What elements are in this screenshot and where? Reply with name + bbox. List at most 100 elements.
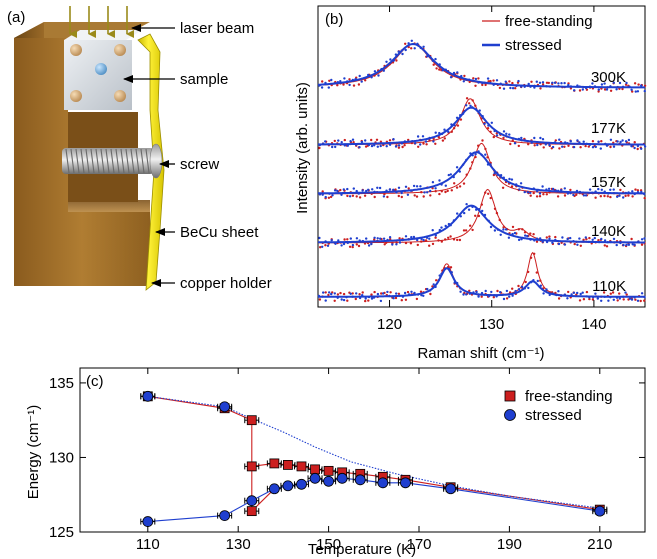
spectrum-point-free-standing: [380, 292, 383, 295]
trend-line-stressed-upper: [147, 395, 600, 509]
spectrum-point-stressed: [361, 189, 364, 192]
spectrum-point-stressed: [545, 188, 548, 191]
spectrum-point-stressed: [627, 138, 631, 142]
spectrum-point-free-standing: [631, 195, 634, 198]
spectrum-point-stressed: [627, 243, 631, 246]
spectrum-point-stressed: [468, 78, 471, 81]
spectrum-point-free-standing: [431, 242, 435, 246]
spectrum-point-free-standing: [416, 243, 419, 247]
spectrum-point-free-standing: [558, 147, 561, 150]
spectrum-point-stressed: [361, 239, 365, 243]
spectrum-point-free-standing: [329, 195, 333, 199]
spectrum-point-stressed: [336, 189, 339, 193]
spectrum-point-free-standing: [625, 293, 628, 296]
spectrum-point-stressed: [340, 193, 343, 196]
spectrum-point-free-standing: [395, 241, 398, 244]
spectrum-point-stressed: [419, 46, 422, 50]
spectrum-point-stressed: [327, 86, 330, 89]
spectrum-point-free-standing: [603, 244, 606, 247]
spectrum-point-free-standing: [567, 144, 570, 147]
spectrum-point-stressed: [533, 136, 536, 140]
spectrum-point-free-standing: [327, 196, 331, 199]
spectrum-point-free-standing: [328, 79, 331, 83]
screw-thread: [70, 148, 75, 174]
spectrum-point-stressed: [640, 238, 644, 241]
spectrum-point-free-standing: [622, 298, 625, 301]
spectrum-point-stressed: [459, 215, 462, 218]
spectrum-point-free-standing: [348, 78, 351, 81]
spectrum-point-stressed: [564, 141, 567, 144]
spectrum-point-stressed: [422, 294, 425, 297]
x-tick-label: 140: [581, 316, 606, 333]
screw-thread: [100, 148, 105, 174]
spectrum-point-free-standing: [471, 99, 474, 102]
screw-thread: [115, 148, 120, 174]
spectrum-point-stressed: [340, 298, 343, 301]
spectrum-point-stressed: [340, 244, 343, 247]
spectrum-point-free-standing: [619, 188, 622, 192]
spectrum-point-free-standing: [535, 195, 539, 198]
spectrum-point-free-standing: [400, 195, 403, 199]
spectrum-point-free-standing: [597, 239, 600, 242]
spectrum-point-stressed: [510, 178, 514, 181]
spectrum-point-free-standing: [409, 242, 413, 245]
spectrum-point-stressed: [572, 145, 576, 149]
spectrum-point-stressed: [331, 145, 334, 149]
spectrum-point-stressed: [453, 281, 456, 284]
spectrum-point-stressed: [600, 83, 604, 86]
spectrum-point-stressed: [529, 85, 532, 88]
spectrum-point-stressed: [520, 136, 523, 140]
data-point-free-standing: [246, 461, 257, 472]
spectrum-point-stressed: [535, 237, 539, 240]
data-point-stressed: [309, 472, 321, 484]
spectrum-point-stressed: [560, 189, 563, 192]
spectrum-point-stressed: [557, 242, 561, 246]
spectrum-point-free-standing: [458, 185, 462, 188]
spectrum-point-free-standing: [333, 299, 336, 302]
spectrum-point-stressed: [591, 146, 595, 149]
spectrum-point-stressed: [351, 295, 354, 298]
spectrum-point-stressed: [407, 140, 410, 143]
spectrum-point-free-standing: [579, 244, 582, 247]
spectrum-point-stressed: [361, 294, 364, 297]
spectrum-point-stressed: [603, 295, 606, 298]
spectrum-point-stressed: [502, 228, 505, 231]
spectrum-point-stressed: [395, 191, 398, 194]
spectrum-point-free-standing: [643, 196, 646, 200]
spectrum-point-stressed: [428, 289, 432, 292]
spectrum-point-stressed: [471, 154, 474, 157]
spectrum-point-free-standing: [484, 191, 487, 194]
spectrum-point-stressed: [434, 131, 437, 134]
spectrum-point-free-standing: [554, 235, 557, 239]
spectrum-point-stressed: [493, 294, 496, 297]
spectrum-point-stressed: [538, 192, 542, 195]
spectrum-point-free-standing: [527, 143, 530, 146]
spectrum-point-stressed: [539, 284, 542, 287]
spectrum-point-stressed: [428, 237, 431, 240]
spectrum-point-stressed: [414, 142, 417, 145]
spectrum-point-stressed: [533, 239, 536, 242]
temperature-label: 300K: [591, 69, 626, 86]
spectrum-point-stressed: [628, 85, 631, 88]
spectrum-point-free-standing: [364, 299, 367, 303]
spectrum-point-stressed: [513, 231, 517, 235]
spectrum-point-stressed: [438, 179, 441, 182]
spectrum-point-free-standing: [605, 245, 609, 248]
spectrum-point-stressed: [411, 140, 414, 143]
spectrum-point-stressed: [392, 297, 395, 300]
spectrum-point-stressed: [376, 145, 379, 148]
spectrum-point-stressed: [615, 243, 618, 247]
spectrum-point-stressed: [438, 228, 441, 232]
spectrum-point-stressed: [508, 177, 511, 181]
spectrum-point-stressed: [354, 143, 358, 146]
spectrum-point-free-standing: [493, 207, 497, 210]
becu-sheet-label: BeCu sheet: [180, 224, 259, 241]
spectrum-point-stressed: [505, 289, 509, 293]
spectrum-point-stressed: [444, 68, 447, 71]
panel-c-legend: free-standing stressed: [504, 388, 613, 424]
spectrum-point-stressed: [394, 145, 398, 148]
spectrum-point-stressed: [502, 130, 506, 133]
spectrum-point-stressed: [480, 153, 483, 157]
spectrum-point-free-standing: [486, 156, 489, 159]
